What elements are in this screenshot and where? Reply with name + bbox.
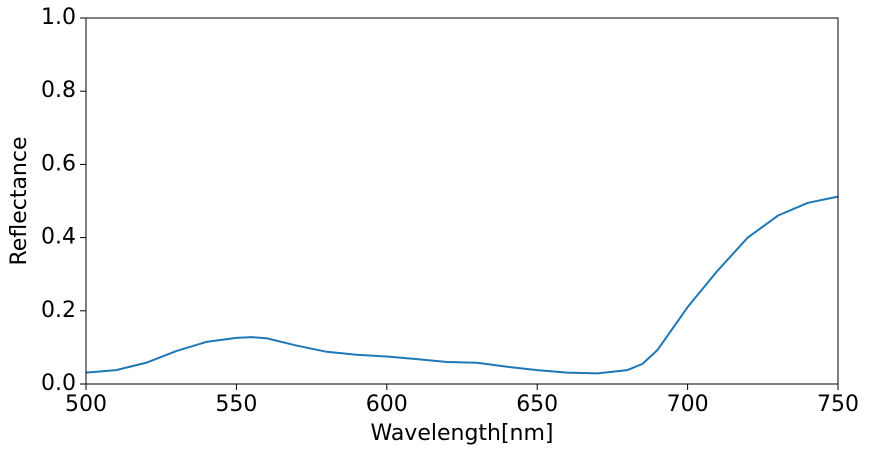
x-tick-label: 500	[65, 392, 107, 417]
y-tick-label: 0.6	[41, 151, 76, 176]
y-tick-label: 0.4	[41, 225, 76, 250]
x-tick-label: 550	[215, 392, 257, 417]
plot-frame	[85, 17, 839, 385]
x-tick-label: 600	[366, 392, 408, 417]
x-axis-label: Wavelength[nm]	[370, 421, 553, 446]
line-series	[85, 195, 839, 375]
y-axis-label: Reflectance	[7, 136, 32, 265]
x-tick-label: 750	[817, 392, 859, 417]
y-tick-label: 0.8	[41, 78, 76, 103]
y-tick-label: 0.0	[41, 371, 76, 396]
x-tick-label: 700	[667, 392, 709, 417]
x-tick-label: 650	[516, 392, 558, 417]
y-tick-label: 0.2	[41, 298, 76, 323]
y-tick-label: 1.0	[41, 5, 76, 30]
